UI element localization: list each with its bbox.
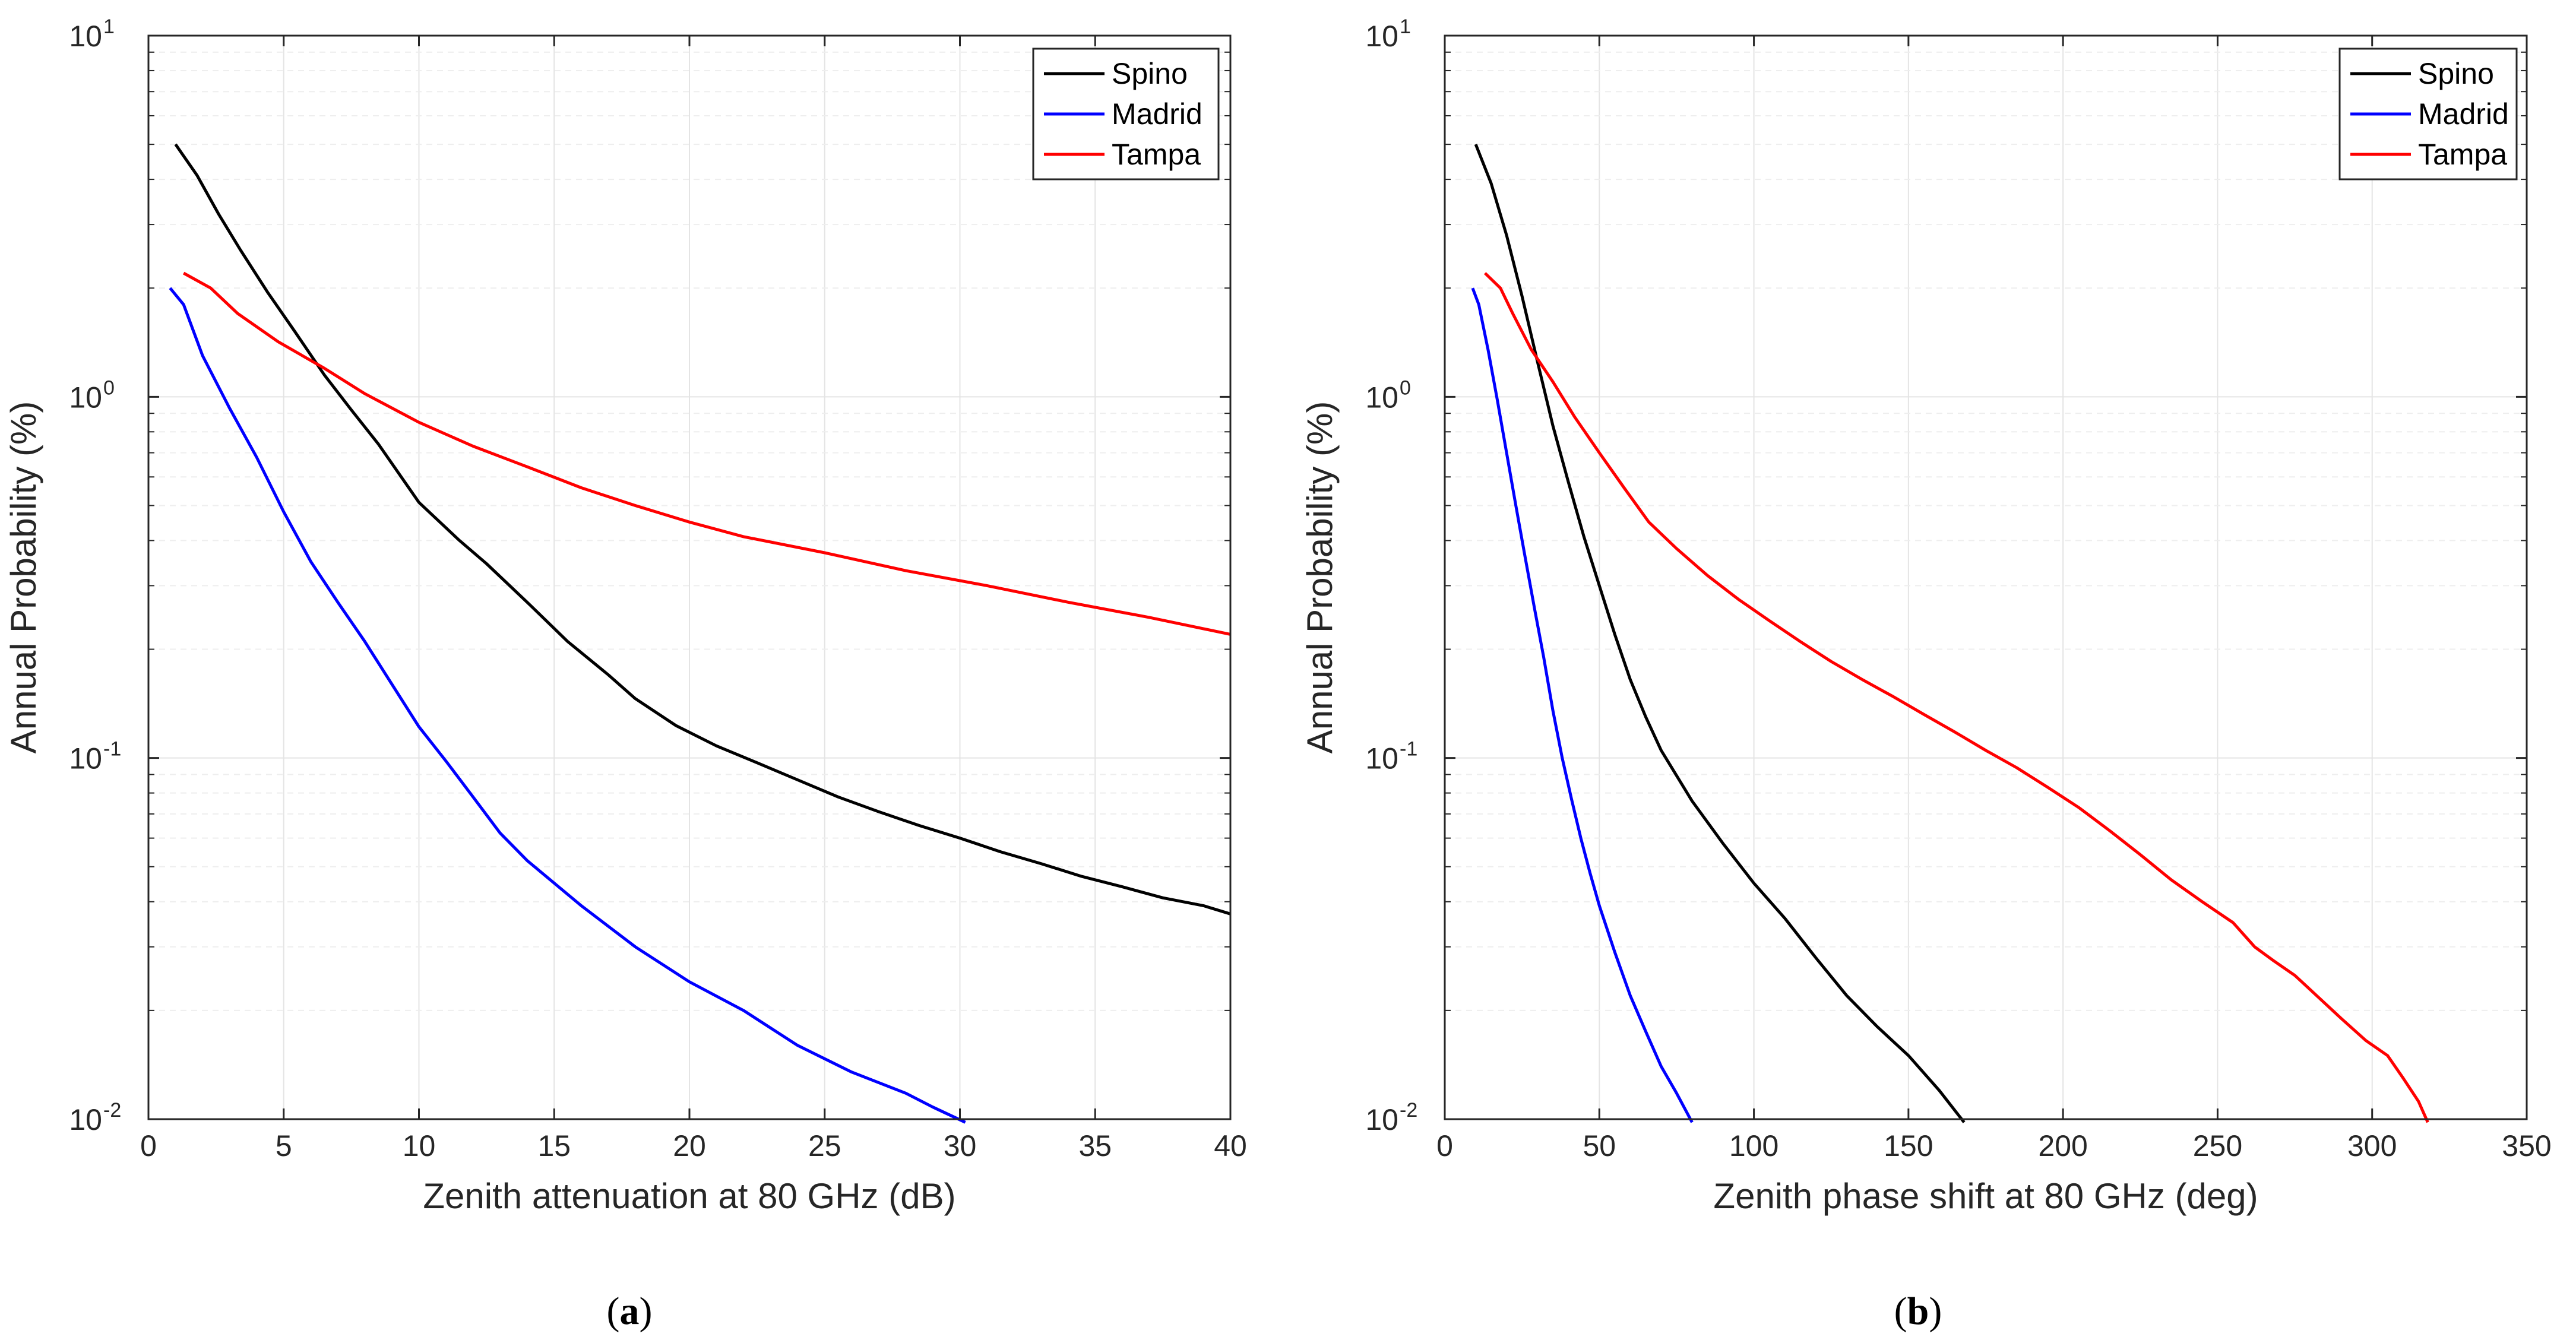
chart-a-x-tick-label: 25: [808, 1129, 841, 1163]
chart-b-y-tick-exponent: 0: [1400, 376, 1411, 399]
chart-b-legend-label-tampa: Tampa: [2418, 138, 2507, 171]
chart-a-y-tick-exponent: -2: [103, 1099, 121, 1122]
chart-a-y-tick-label: 10: [69, 742, 102, 775]
chart-a-x-tick-label: 5: [276, 1129, 292, 1163]
chart-a-x-tick-labels: 0 5 10 15 20 25 30 35 40: [140, 1129, 1247, 1163]
chart-b-x-tick-labels: 0 50 100 150 200 250 300 350: [1436, 1129, 2552, 1163]
chart-b-x-tick-label: 0: [1436, 1129, 1453, 1163]
chart-b-legend-label-spino: Spino: [2418, 57, 2494, 90]
chart-a-y-axis-label: Annual Probability (%): [4, 401, 43, 754]
chart-b-y-tick-exponent: -2: [1400, 1099, 1417, 1122]
chart-b-x-tick-label: 150: [1884, 1129, 1933, 1163]
chart-b-y-tick-exponent: 1: [1400, 15, 1411, 38]
chart-b-y-tick-exponent: -1: [1400, 738, 1417, 761]
chart-b-series-tampa: [1483, 272, 2429, 1123]
chart-a-panel-label: (a): [607, 1290, 653, 1333]
chart-b-y-axis-label: Annual Probability (%): [1300, 401, 1340, 754]
chart-a-ticks: [147, 34, 1232, 1120]
chart-b-ticks: [1444, 34, 2528, 1120]
chart-a-legend-label-spino: Spino: [1112, 57, 1188, 90]
chart-b-legend: Spino Madrid Tampa: [2338, 47, 2518, 180]
chart-b-plot-area: [1445, 36, 2527, 1119]
chart-a-y-tick-label: 10: [69, 381, 102, 414]
chart-b-y-tick-label: 10: [1365, 742, 1398, 775]
chart-b-series-madrid: [1471, 287, 1694, 1123]
chart-b-series: [1471, 144, 2429, 1123]
chart-a-x-tick-label: 35: [1078, 1129, 1112, 1163]
chart-b-legend-label-madrid: Madrid: [2418, 97, 2509, 131]
chart-a-x-tick-label: 40: [1214, 1129, 1247, 1163]
chart-a-y-tick-label: 10: [69, 1103, 102, 1136]
chart-b-series-spino: [1474, 144, 1966, 1123]
chart-a-x-tick-label: 20: [673, 1129, 706, 1163]
chart-a-legend-label-tampa: Tampa: [1112, 138, 1201, 171]
chart-a-series-tampa: [182, 271, 1231, 636]
chart-a-y-tick-exponent: 1: [103, 15, 115, 38]
chart-a-y-tick-exponent: -1: [103, 738, 121, 761]
chart-b-x-tick-label: 100: [1729, 1129, 1778, 1163]
chart-b-x-tick-label: 50: [1583, 1129, 1616, 1163]
chart-a-x-tick-label: 15: [537, 1129, 571, 1163]
chart-a-x-tick-label: 0: [140, 1129, 157, 1163]
chart-b-y-tick-label: 10: [1365, 381, 1398, 414]
chart-a-legend-label-madrid: Madrid: [1112, 97, 1202, 131]
chart-b-y-tick-label: 10: [1365, 1103, 1398, 1136]
chart-b-y-tick-label: 10: [1365, 20, 1398, 53]
chart-a-series: [169, 143, 1231, 1124]
chart-a-x-axis-label: Zenith attenuation at 80 GHz (dB): [423, 1176, 955, 1216]
chart-a-x-tick-label: 30: [944, 1129, 977, 1163]
chart-b-axes-frame: [1444, 34, 2528, 1120]
chart-a-series-spino: [174, 143, 1231, 916]
chart-b-x-tick-label: 200: [2038, 1129, 2087, 1163]
chart-a-y-tick-label: 10: [69, 20, 102, 53]
chart-a-legend: Spino Madrid Tampa: [1032, 47, 1220, 180]
chart-a-y-tick-exponent: 0: [103, 376, 115, 399]
chart-a-series-madrid: [169, 287, 966, 1124]
chart-b-x-tick-label: 300: [2347, 1129, 2397, 1163]
chart-b-x-axis-label: Zenith phase shift at 80 GHz (deg): [1713, 1176, 2258, 1216]
chart-a-x-tick-label: 10: [403, 1129, 436, 1163]
chart-b-panel-label: (b): [1894, 1290, 1942, 1333]
chart-b-x-tick-label: 350: [2502, 1129, 2551, 1163]
chart-b-x-tick-label: 250: [2193, 1129, 2242, 1163]
